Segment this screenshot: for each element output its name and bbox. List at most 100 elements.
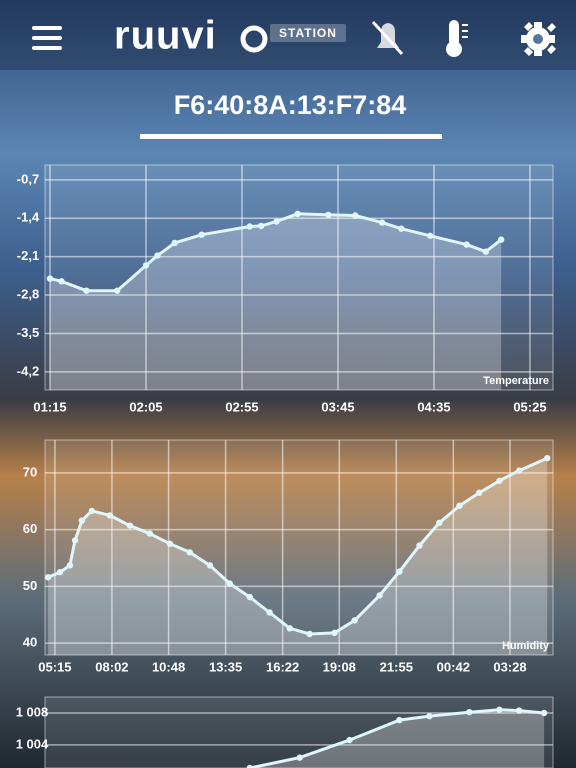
- x-tick-label: 05:25: [513, 399, 546, 414]
- point: [476, 489, 483, 496]
- y-tick-label: 40: [23, 635, 37, 650]
- badge: [270, 24, 346, 42]
- y-tick-label: -1,4: [17, 210, 40, 225]
- bell: [377, 23, 399, 48]
- point: [246, 593, 254, 601]
- area: [50, 213, 502, 390]
- x-tick-label: 13:35: [209, 659, 242, 674]
- logo: ruuvi: [114, 14, 217, 58]
- x-tick-label: 02:05: [129, 399, 162, 414]
- point: [540, 709, 548, 717]
- point: [398, 225, 405, 232]
- x-tick-label: 03:28: [493, 659, 526, 674]
- point: [146, 530, 154, 537]
- y-tick-label: -4,2: [17, 363, 39, 378]
- gear-hole: [533, 34, 543, 44]
- point: [66, 562, 74, 569]
- point: [257, 222, 265, 230]
- point: [436, 519, 443, 527]
- point: [266, 609, 273, 616]
- point: [416, 542, 423, 549]
- x-tick-label: 16:22: [266, 659, 299, 674]
- y-tick-label: -0,7: [17, 171, 39, 186]
- point: [226, 580, 233, 587]
- tab-indicator[interactable]: [140, 134, 442, 139]
- point: [376, 592, 383, 599]
- x-tick-label: 10:48: [152, 659, 185, 674]
- alerts-icon[interactable]: [371, 20, 404, 56]
- x-tick-label: 04:35: [417, 399, 450, 414]
- area: [249, 709, 545, 768]
- badge-text: STATION: [279, 26, 337, 40]
- point: [286, 625, 293, 632]
- point: [482, 248, 490, 255]
- logo-mark: [240, 25, 268, 53]
- point: [497, 236, 505, 243]
- point: [58, 278, 65, 285]
- point: [273, 218, 280, 225]
- plot-area: [44, 164, 554, 391]
- thermo-tube: [449, 20, 459, 46]
- point: [246, 764, 254, 768]
- toolbar: [0, 0, 576, 70]
- x-tick-label: 01:15: [33, 399, 66, 414]
- point: [71, 537, 79, 544]
- point: [126, 522, 134, 529]
- x-tick-label: 02:55: [225, 399, 258, 414]
- point: [106, 512, 114, 519]
- point: [456, 502, 463, 510]
- point: [186, 549, 193, 556]
- point: [246, 223, 253, 230]
- point: [83, 287, 90, 294]
- point: [56, 568, 64, 576]
- thermo-scale: [462, 24, 468, 26]
- point: [296, 754, 303, 761]
- line: [49, 212, 503, 293]
- x-tick-label: 00:42: [437, 659, 470, 674]
- point: [113, 287, 121, 294]
- point: [378, 219, 386, 226]
- line: [47, 456, 548, 636]
- point: [463, 241, 470, 248]
- point: [206, 562, 214, 569]
- point: [516, 467, 523, 474]
- point: [426, 712, 433, 720]
- y-tick-label: 1 008: [16, 704, 49, 719]
- point: [78, 517, 86, 524]
- point: [325, 211, 332, 219]
- point: [306, 630, 313, 638]
- plot-area: [44, 439, 554, 656]
- y-tick-label: 1 004: [16, 736, 49, 751]
- menu-icon[interactable]: [32, 26, 62, 50]
- gear-teeth: [521, 22, 556, 56]
- thermometer-icon[interactable]: [446, 20, 468, 57]
- point: [294, 210, 301, 218]
- chart-label: Temperature: [483, 375, 549, 387]
- point: [466, 708, 473, 716]
- point: [496, 477, 503, 485]
- point: [331, 629, 338, 637]
- point: [396, 716, 403, 724]
- area: [48, 458, 548, 655]
- point: [88, 507, 95, 515]
- y-tick-label: 50: [23, 578, 37, 593]
- point: [516, 707, 523, 714]
- point: [142, 262, 150, 269]
- x-tick-label: 05:15: [38, 659, 71, 674]
- x-tick-label: 21:55: [380, 659, 413, 674]
- x-tick-label: 19:08: [323, 659, 356, 674]
- device-name: F6:40:8A:13:F7:84: [174, 90, 407, 120]
- point: [426, 232, 434, 239]
- x-tick-label: 08:02: [95, 659, 128, 674]
- point: [46, 275, 54, 282]
- thermo-scale: [462, 30, 468, 32]
- point: [396, 568, 403, 575]
- point: [543, 454, 551, 462]
- point: [496, 706, 503, 713]
- point: [352, 212, 359, 219]
- x-tick-label: 03:45: [321, 399, 354, 414]
- settings-icon[interactable]: [521, 22, 556, 56]
